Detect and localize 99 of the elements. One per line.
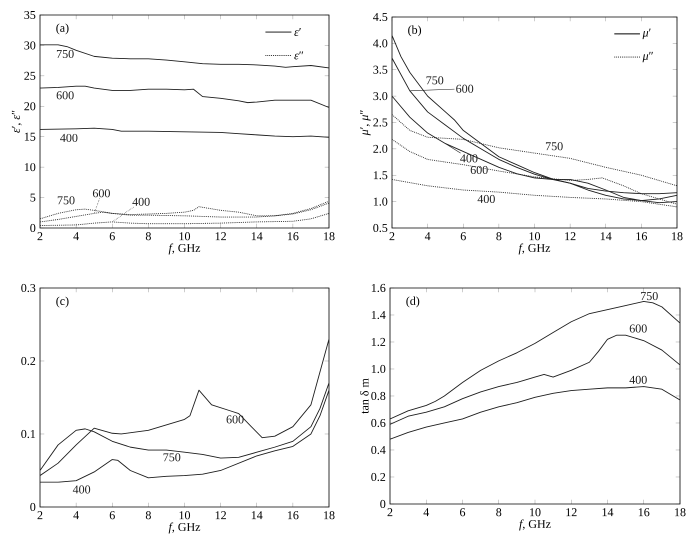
series-label: 600 [630,324,647,333]
series-label: 750 [164,453,180,462]
y-tick-label: 1.0 [374,198,388,206]
x-tick-label: 8 [496,232,502,240]
x-tick-label: 2 [38,511,42,520]
x-tick-label: 16 [638,508,650,516]
x-tick-label: 18 [672,232,683,240]
annotation: μ″ [642,52,653,62]
y-tick-label: 3.0 [373,92,388,100]
x-tick-label: 10 [180,511,190,520]
annotation: (a) [56,23,69,34]
x-tick-label: 4 [424,232,430,240]
y-tick-label: 0.8 [371,392,386,400]
x-tick-label: 18 [324,511,335,520]
annotation: ε″ [294,51,304,60]
series-label: 400 [60,134,78,142]
y-tick-label: 1.2 [372,338,386,346]
legend-label: 600 [456,84,474,93]
y-tick-label: 0.2 [21,356,36,366]
y-tick-label: 1.0 [372,364,386,374]
x-tick-label: 12 [566,508,577,516]
y-tick-label: 2.5 [373,118,388,127]
x-tick-label: 6 [110,511,115,520]
y-tick-label: 0.6 [371,418,386,428]
series-label: 400 [629,376,647,384]
x-tick-label: 2 [388,508,392,516]
series-label: 750 [426,76,444,84]
x-axis-title: f, GHz [168,243,200,254]
x-tick-label: 2 [390,232,394,240]
y-axis-title: tan δ m [360,378,369,414]
series-label: 750 [641,292,658,300]
y-axis-title: ε′, ε″ [12,110,22,133]
x-axis-title: f, GHz [519,519,551,530]
x-tick-label: 4 [73,232,79,240]
annotation: μ′ [642,28,651,40]
x-tick-label: 14 [252,232,263,240]
x-tick-label: 16 [636,232,648,240]
y-tick-label: 1.4 [372,310,386,320]
y-tick-label: 0.3 [21,284,36,292]
y-tick-label: 30 [24,41,36,50]
x-tick-label: 6 [460,232,466,240]
x-tick-label: 14 [602,508,614,516]
x-tick-label: 8 [496,508,502,516]
y-tick-label: 3.5 [373,66,388,74]
annotation: (c) [56,296,69,308]
y-tick-label: 0.1 [21,430,36,438]
y-tick-label: 10 [24,163,36,172]
y-tick-label: 15 [24,132,36,141]
y-tick-label: 1.6 [372,284,386,292]
x-tick-label: 2 [38,232,42,240]
x-tick-label: 4 [73,511,79,520]
annotation: (d) [406,296,420,308]
y-tick-label: 25 [24,72,36,80]
x-tick-label: 10 [530,508,541,516]
y-tick-label: 1.5 [374,171,388,180]
y-tick-label: 0.2 [371,472,386,482]
x-tick-label: 18 [675,508,686,516]
y-tick-label: 2.0 [373,144,388,153]
x-tick-label: 4 [423,508,430,516]
y-axis-title: μ′, μ″ [360,110,371,136]
series-label: 750 [546,142,563,150]
y-tick-label: 4.5 [373,12,388,22]
y-tick-label: 35 [24,10,36,20]
annotation: (b) [408,25,422,36]
y-tick-label: 0 [380,500,386,508]
annotation: ε′ [294,28,301,36]
x-tick-label: 12 [565,232,576,240]
x-axis-title: f, GHz [518,243,550,254]
y-tick-label: 0.5 [373,224,388,232]
series-label: 600 [56,91,74,100]
y-tick-label: 4.0 [373,39,388,48]
series-label: 750 [56,50,74,58]
y-tick-label: 0 [30,224,36,232]
x-tick-label: 14 [600,232,612,240]
x-tick-label: 16 [288,511,299,520]
series-label: 600 [92,189,110,198]
x-tick-label: 6 [460,508,466,516]
legend-label: 750 [58,196,75,204]
y-tick-label: 0 [30,502,36,512]
series-label: 400 [72,485,90,494]
y-tick-label: 5 [30,194,36,202]
series-label: 600 [470,166,488,174]
series-label: 400 [478,194,495,204]
x-tick-label: 12 [216,232,226,240]
x-tick-label: 6 [110,232,115,240]
series-label: 600 [226,415,244,424]
x-tick-label: 8 [146,511,151,520]
y-tick-label: 20 [24,102,36,110]
x-tick-label: 18 [324,232,335,240]
x-axis-title: f, GHz [168,522,200,534]
series-label: 400 [460,154,478,162]
y-tick-label: 0.4 [371,446,386,454]
x-tick-label: 10 [180,232,190,240]
x-tick-label: 10 [530,232,540,240]
x-tick-label: 14 [252,511,263,520]
x-tick-label: 16 [288,232,299,240]
series-label: 400 [132,198,150,206]
x-tick-label: 8 [146,232,151,240]
x-tick-label: 12 [216,511,226,520]
